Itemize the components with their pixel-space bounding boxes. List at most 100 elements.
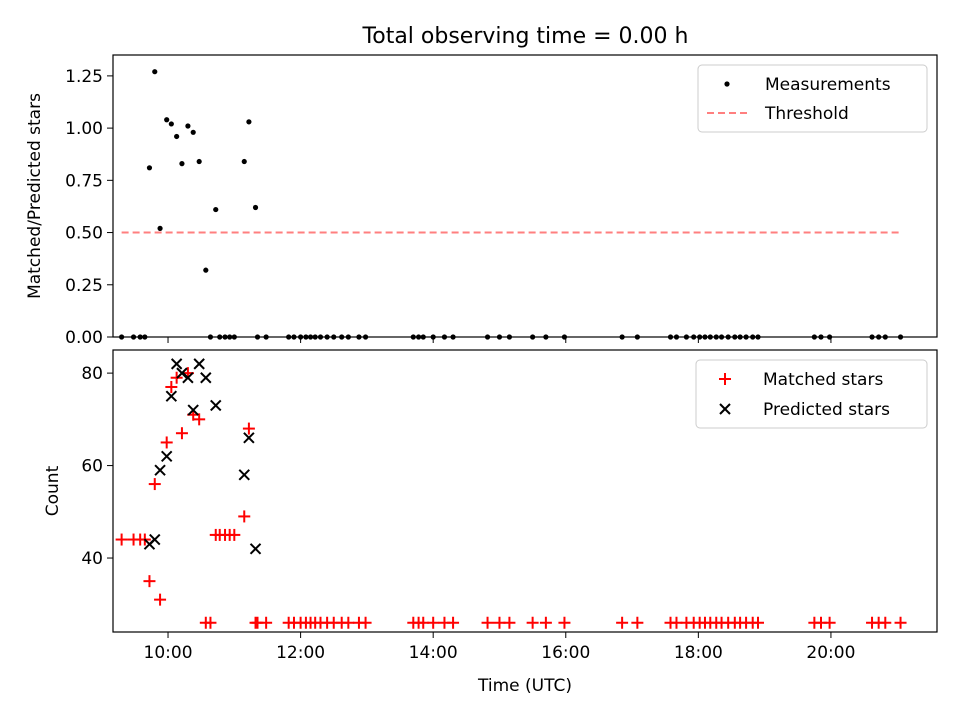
predicted-star-point: [249, 543, 262, 555]
measurement-point: [227, 334, 233, 340]
measurement-point: [345, 334, 351, 340]
measurement-point: [356, 334, 362, 340]
ratio-y-tick-label: 0.75: [65, 171, 103, 191]
predicted-stars-series: [143, 358, 262, 555]
measurement-point: [420, 334, 426, 340]
measurement-point: [324, 334, 330, 340]
ratio-legend: Measurements Threshold: [697, 64, 928, 133]
matched-star-point: [616, 616, 629, 629]
matched-star-point: [342, 616, 355, 629]
measurement-point: [755, 334, 761, 340]
measurement-point: [286, 334, 292, 340]
ratio-y-tick-label: 0.50: [65, 224, 103, 244]
predicted-star-point: [182, 372, 194, 384]
matched-star-point: [260, 616, 273, 629]
matched-star-point: [242, 422, 255, 435]
measurement-point: [152, 69, 158, 75]
legend-measurements-label: Measurements: [765, 75, 891, 95]
measurement-point: [157, 225, 163, 231]
measurement-point: [484, 334, 491, 340]
predicted-star-point: [238, 469, 250, 481]
predicted-star-point: [160, 450, 173, 463]
measurement-point: [254, 334, 261, 340]
measurement-point: [164, 117, 170, 123]
measurement-point: [543, 334, 549, 340]
matched-star-point: [558, 616, 571, 629]
legend-matched-label: Matched stars: [763, 370, 883, 390]
measurement-point: [312, 334, 318, 340]
measurement-point: [137, 334, 143, 340]
measurement-point: [743, 334, 749, 340]
measurement-point: [876, 334, 882, 340]
measurement-point: [317, 334, 324, 340]
measurement-point: [263, 334, 269, 340]
measurement-point: [222, 334, 228, 340]
measurement-point: [634, 334, 640, 340]
legend-predicted-label: Predicted stars: [763, 400, 890, 420]
measurement-point: [130, 334, 137, 340]
legend-matched-marker: [719, 373, 731, 385]
ratio-legend-box: [697, 64, 928, 133]
matched-star-point: [143, 575, 156, 588]
measurement-point: [897, 334, 904, 340]
measurement-point: [362, 334, 369, 340]
ratio-y-tick-label: 1.00: [65, 119, 103, 139]
count-panel: 40 60 80 10:00 12:00 14:00 16:00 18:00 20:00 Co…: [43, 349, 938, 696]
matched-star-point: [160, 436, 173, 449]
count-y-tick-label: 40: [81, 549, 103, 569]
measurement-point: [213, 206, 219, 213]
measurement-point: [416, 334, 422, 340]
matched-star-point: [359, 616, 372, 629]
count-x-tick-label: 16:00: [541, 643, 590, 663]
measurement-point: [246, 119, 252, 125]
count-y-ticks: 40 60 80: [81, 364, 113, 569]
measurement-point: [241, 158, 247, 165]
predicted-star-point: [243, 432, 255, 444]
measurement-point: [410, 334, 416, 340]
measurement-point: [737, 334, 743, 340]
measurement-point: [291, 334, 297, 340]
matched-star-point: [894, 616, 907, 629]
ratio-y-ticks: 0.00 0.25 0.50 0.75 1.00 1.25: [65, 67, 113, 348]
measurement-point: [179, 161, 185, 167]
ratio-panel: 0.00 0.25 0.50 0.75 1.00 1.25 Matched/Predict…: [25, 54, 938, 348]
measurement-point: [750, 334, 756, 340]
predicted-star-point: [187, 404, 199, 416]
ratio-x-ticks: [167, 337, 832, 343]
matched-star-point: [526, 616, 539, 629]
measurement-point: [506, 334, 513, 340]
measurement-point: [713, 334, 719, 340]
ratio-y-tick-label: 0.25: [65, 276, 103, 296]
legend-predicted-marker: [719, 403, 731, 415]
count-x-tick-label: 12:00: [276, 643, 325, 663]
predicted-star-point: [165, 390, 178, 402]
matched-star-point: [447, 616, 460, 629]
predicted-star-point: [170, 358, 183, 370]
measurement-point: [683, 334, 690, 340]
matched-star-point: [154, 593, 167, 606]
measurement-point: [725, 334, 731, 340]
count-x-tick-label: 20:00: [806, 643, 855, 663]
measurement-point: [818, 334, 824, 340]
measurement-point: [303, 334, 309, 340]
legend-measurements-marker: [724, 81, 730, 87]
matched-star-point: [148, 478, 161, 491]
measurement-point: [174, 133, 180, 140]
measurement-point: [196, 158, 202, 165]
ratio-y-axis-label: Matched/Predicted stars: [25, 93, 45, 299]
predicted-star-point: [154, 464, 166, 476]
measurement-point: [450, 334, 456, 340]
matched-star-point: [427, 616, 440, 629]
matched-star-point: [823, 616, 836, 629]
measurement-point: [217, 334, 223, 340]
matched-star-point: [539, 616, 552, 629]
measurement-point: [619, 334, 625, 340]
figure-title: Total observing time = 0.00 h: [362, 24, 689, 49]
ratio-y-tick-label: 1.25: [65, 67, 103, 87]
count-x-tick-label: 10:00: [144, 643, 193, 663]
matched-star-point: [481, 616, 494, 629]
matched-star-point: [193, 413, 206, 426]
matched-star-point: [204, 616, 217, 629]
matched-star-point: [228, 528, 241, 541]
